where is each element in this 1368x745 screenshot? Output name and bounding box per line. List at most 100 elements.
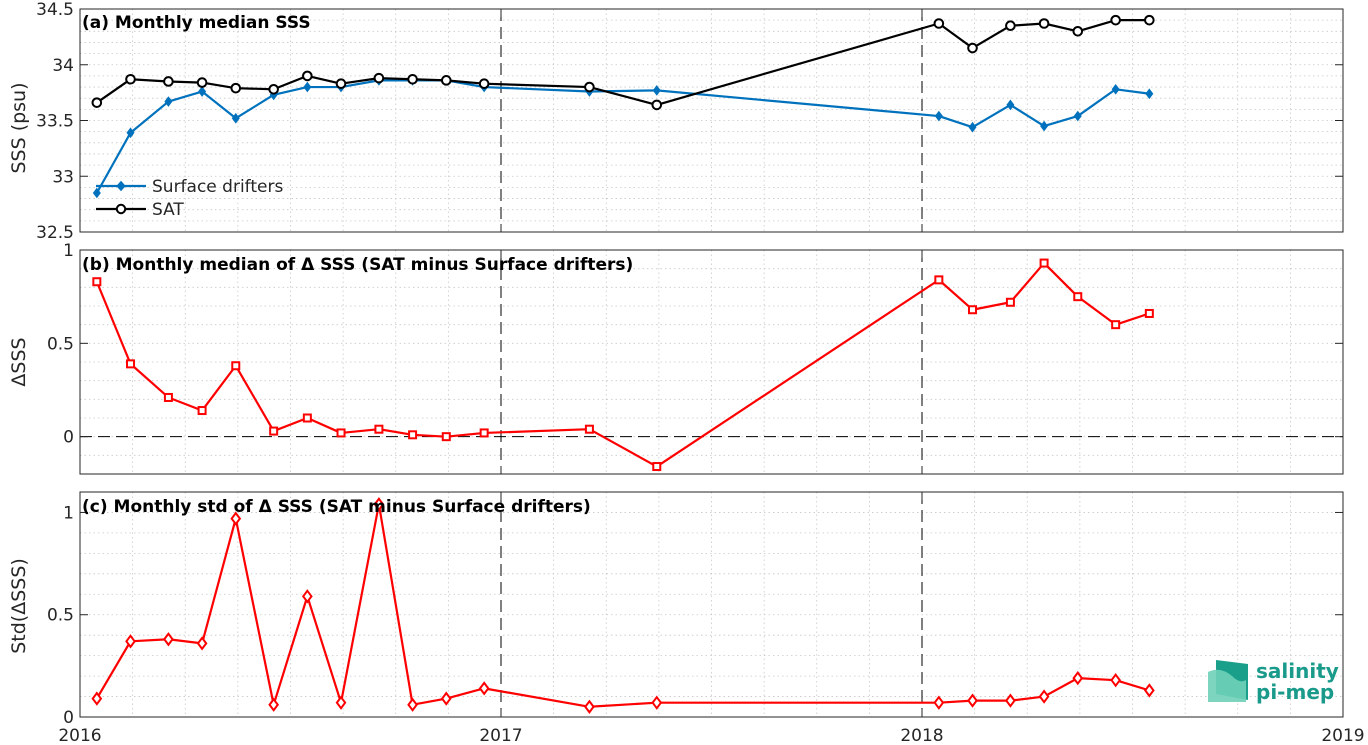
x-tick-label: 2019 xyxy=(1321,726,1364,745)
data-point-square xyxy=(934,275,944,285)
data-point-diamond xyxy=(1111,83,1120,95)
data-point-diamond xyxy=(196,636,208,651)
data-point-square xyxy=(126,359,136,369)
data-point-diamond xyxy=(91,691,103,706)
data-point-circle xyxy=(933,18,945,29)
data-point-diamond xyxy=(1145,88,1154,100)
data-point-square xyxy=(1073,292,1083,302)
data-point-circle xyxy=(125,73,136,85)
data-point-square xyxy=(336,428,346,438)
x-tick-label: 2016 xyxy=(58,726,101,745)
logo-wave-icon xyxy=(1208,669,1246,702)
data-point-circle xyxy=(1038,18,1050,29)
data-point-circle xyxy=(335,78,347,90)
data-point-diamond xyxy=(231,112,240,124)
data-point-diamond xyxy=(407,697,418,712)
x-tick-label: 2017 xyxy=(479,726,522,745)
data-point-diamond xyxy=(303,81,312,93)
data-point-diamond xyxy=(335,695,347,710)
data-point-square xyxy=(968,305,978,315)
data-point-diamond xyxy=(198,86,207,97)
legend-sat-marker xyxy=(115,203,127,215)
data-point-diamond xyxy=(163,632,174,647)
y-tick-label: 0.5 xyxy=(47,606,74,626)
data-point-diamond xyxy=(268,697,280,712)
series-line-1-0 xyxy=(95,261,1150,468)
panel-c-title: (c) Monthly std of Δ SSS (SAT minus Surf… xyxy=(82,497,591,517)
grid-layer xyxy=(80,8,1343,718)
data-point-circle xyxy=(967,42,978,54)
y-tick-label: 33.5 xyxy=(36,112,74,132)
data-point-circle xyxy=(584,81,595,93)
y-tick-label: 0 xyxy=(63,708,74,728)
data-point-circle xyxy=(478,78,490,90)
panel-b-title: (b) Monthly median of Δ SSS (SAT minus S… xyxy=(82,255,633,275)
data-point-circle xyxy=(1110,14,1121,26)
data-point-diamond xyxy=(230,511,242,526)
panel-c-ylabel: Std(ΔSSS) xyxy=(8,558,30,654)
data-point-circle xyxy=(196,77,208,88)
y-tick-label: 1 xyxy=(63,241,74,261)
panel-a-ylabel: SSS (psu) xyxy=(8,82,30,173)
axes-frame xyxy=(79,249,1344,475)
data-point-square xyxy=(479,428,489,438)
data-point-diamond xyxy=(584,699,595,714)
data-point-square xyxy=(408,430,418,440)
y-tick-label: 0 xyxy=(63,428,74,448)
data-point-square xyxy=(374,424,384,434)
data-point-diamond xyxy=(440,691,452,706)
legend-sat-label: SAT xyxy=(152,200,184,220)
data-point-diamond xyxy=(1006,99,1015,111)
y-tick-label: 34 xyxy=(52,56,74,76)
data-point-circle xyxy=(373,72,385,84)
data-point-circle xyxy=(1005,20,1016,32)
data-point-square xyxy=(1111,320,1121,330)
data-point-square xyxy=(652,462,662,472)
data-point-circle xyxy=(651,99,663,111)
data-point-diamond xyxy=(968,121,977,133)
data-point-diamond xyxy=(1110,673,1122,688)
data-point-diamond xyxy=(301,589,313,604)
data-point-diamond xyxy=(1143,683,1155,698)
data-point-circle xyxy=(302,70,313,82)
data-point-diamond xyxy=(967,693,978,708)
y-tick-label: 33 xyxy=(52,167,74,187)
data-point-square xyxy=(197,406,207,416)
data-point-circle xyxy=(91,97,103,108)
data-point-diamond xyxy=(1038,689,1050,704)
series-line-2-0 xyxy=(95,503,1150,708)
panel-a-title: (a) Monthly median SSS xyxy=(82,13,311,33)
data-point-square xyxy=(1144,308,1154,318)
data-point-square xyxy=(1005,297,1015,307)
salinity-pimep-logo: salinity pi-mep xyxy=(1208,659,1339,704)
data-point-diamond xyxy=(478,681,490,696)
legend: Surface drifters SAT xyxy=(96,177,283,220)
data-point-square xyxy=(269,426,279,436)
data-point-square xyxy=(302,413,312,423)
data-point-square xyxy=(231,361,241,371)
data-point-diamond xyxy=(1072,670,1084,686)
data-point-diamond xyxy=(1040,120,1049,132)
data-point-square xyxy=(92,277,102,287)
data-point-diamond xyxy=(934,110,943,122)
y-tick-label: 34.5 xyxy=(36,0,74,20)
y-tick-label: 1 xyxy=(63,503,74,523)
data-point-circle xyxy=(1072,26,1084,37)
y-tick-label: 0.5 xyxy=(47,334,74,354)
axes-frames xyxy=(79,8,1344,718)
axes-frame xyxy=(79,491,1344,718)
data-point-circle xyxy=(230,82,242,94)
data-point-circle xyxy=(407,73,418,85)
data-point-circle xyxy=(268,83,279,95)
logo-line2: pi-mep xyxy=(1256,680,1334,704)
data-point-square xyxy=(1039,258,1049,268)
panel-b-ylabel: ΔSSS xyxy=(8,337,30,386)
logo-line1: salinity xyxy=(1256,659,1339,683)
data-point-diamond xyxy=(1005,693,1016,708)
x-tick-label: 2018 xyxy=(900,726,943,745)
tick-labels: 32.5 33 33.5 34 34.5 0 0.5 1 0 0.5 1 2016 2017 2018 20… xyxy=(36,0,1364,745)
data-point-square xyxy=(441,432,451,442)
data-point-diamond xyxy=(92,187,101,199)
data-point-square xyxy=(584,424,594,434)
